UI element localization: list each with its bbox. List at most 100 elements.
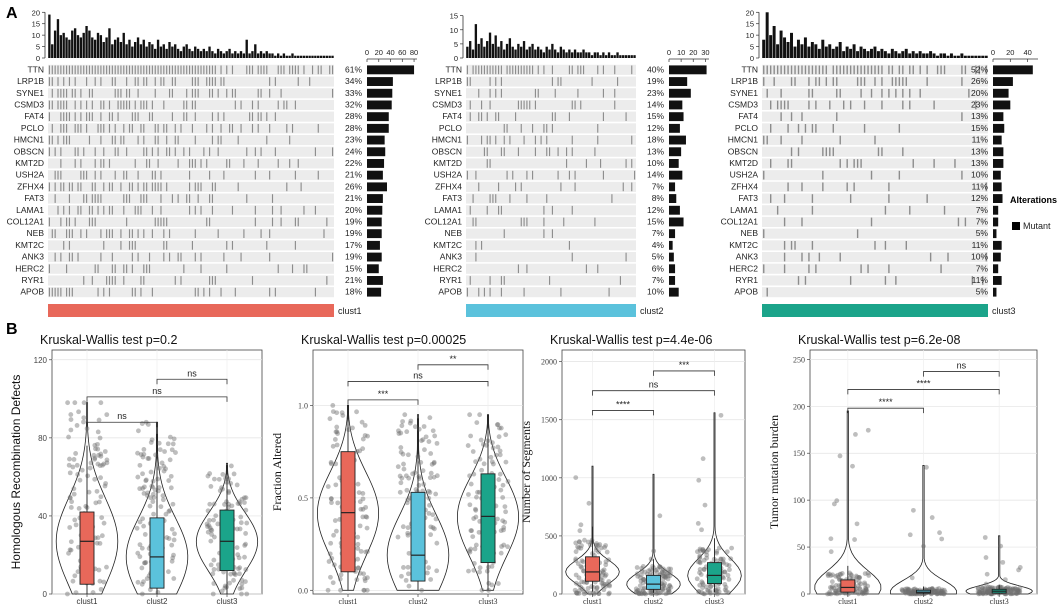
gene-label: COL12A1 bbox=[7, 217, 45, 227]
mutation-cell bbox=[804, 276, 807, 285]
mutation-cell bbox=[166, 147, 168, 157]
mutation-cell bbox=[174, 147, 176, 157]
top-bar bbox=[545, 46, 548, 58]
data-point bbox=[141, 490, 147, 496]
mutation-cell bbox=[83, 147, 85, 157]
mutation-cell bbox=[143, 65, 145, 75]
data-point bbox=[327, 416, 333, 422]
mutation-cell bbox=[489, 276, 491, 285]
significance-bracket bbox=[347, 399, 419, 405]
data-point bbox=[164, 535, 170, 540]
data-point bbox=[596, 591, 602, 597]
data-point bbox=[863, 587, 869, 592]
data-point bbox=[208, 562, 214, 568]
data-point bbox=[903, 590, 908, 596]
mutation-cell bbox=[249, 112, 251, 121]
mutation-cell bbox=[489, 65, 491, 75]
percent-label: 13% bbox=[971, 111, 988, 121]
mutation-cell bbox=[822, 170, 824, 180]
mutation-cell bbox=[943, 65, 946, 75]
mutation-cell bbox=[54, 170, 56, 180]
mutation-cell bbox=[166, 241, 168, 250]
side-tick-label: 20 bbox=[375, 48, 383, 57]
mutation-cell bbox=[108, 205, 111, 215]
matrix-row bbox=[762, 193, 988, 204]
mutation-cell bbox=[526, 264, 528, 274]
data-point bbox=[639, 568, 645, 574]
data-point bbox=[97, 435, 103, 441]
mutation-cell bbox=[234, 287, 236, 297]
percent-label: 11% bbox=[972, 240, 989, 250]
data-point bbox=[68, 505, 74, 510]
mutation-cell bbox=[94, 77, 96, 86]
mutation-cell bbox=[194, 252, 196, 262]
gene-label: HMCN1 bbox=[432, 135, 462, 145]
mutation-cell bbox=[166, 65, 168, 75]
mutation-cell bbox=[808, 65, 810, 75]
mutation-cell bbox=[787, 159, 789, 168]
mutation-cell bbox=[534, 88, 536, 98]
data-point bbox=[226, 476, 232, 482]
data-point bbox=[206, 517, 212, 523]
mutation-cell bbox=[489, 135, 491, 145]
data-point bbox=[573, 572, 579, 578]
matrix-row bbox=[762, 275, 988, 286]
mutation-cell bbox=[151, 182, 153, 192]
gene-label: SYNE1 bbox=[434, 88, 462, 98]
gene-freq-bar bbox=[669, 170, 683, 180]
data-point bbox=[77, 477, 83, 483]
data-point bbox=[836, 576, 842, 582]
mutation-cell bbox=[291, 65, 294, 75]
data-point bbox=[142, 560, 148, 566]
data-point bbox=[573, 580, 579, 586]
data-point bbox=[405, 564, 411, 570]
mutation-cell bbox=[128, 182, 131, 192]
data-point bbox=[401, 461, 406, 467]
data-point bbox=[826, 591, 832, 597]
mutation-cell bbox=[54, 65, 56, 75]
data-point bbox=[1012, 586, 1018, 592]
data-point bbox=[829, 584, 835, 589]
top-bar bbox=[308, 55, 311, 58]
gene-freq-bar bbox=[993, 229, 997, 239]
mutation-cell bbox=[954, 159, 956, 168]
mutation-cell bbox=[151, 205, 153, 215]
data-point bbox=[696, 477, 702, 483]
data-point bbox=[430, 512, 436, 518]
percent-label: 61% bbox=[345, 64, 362, 74]
gene-freq-bar bbox=[367, 170, 383, 180]
mutation-cell bbox=[263, 65, 265, 75]
mutation-cell bbox=[63, 100, 65, 110]
top-bar bbox=[974, 55, 978, 58]
data-point bbox=[138, 452, 144, 457]
mutation-cell bbox=[166, 182, 168, 192]
mutation-cell bbox=[97, 194, 99, 203]
data-point bbox=[1005, 585, 1011, 590]
mutation-cell bbox=[614, 88, 616, 98]
mutation-cell bbox=[214, 276, 216, 285]
data-point bbox=[596, 549, 601, 555]
data-point bbox=[400, 451, 406, 457]
top-bar bbox=[568, 49, 571, 58]
mutation-cell bbox=[200, 205, 202, 215]
percent-label: 14% bbox=[647, 100, 664, 110]
mutation-cell bbox=[171, 88, 173, 98]
data-point bbox=[91, 452, 97, 458]
percent-label: 5% bbox=[976, 287, 989, 297]
data-point bbox=[431, 526, 437, 532]
top-bar bbox=[56, 19, 60, 58]
data-point bbox=[825, 571, 831, 577]
data-point bbox=[713, 590, 719, 596]
cluster-bar-clust2 bbox=[466, 304, 636, 317]
top-bar bbox=[185, 44, 188, 58]
data-point bbox=[426, 439, 432, 444]
mutation-cell bbox=[902, 88, 904, 98]
mutation-cell bbox=[769, 194, 772, 203]
data-point bbox=[243, 541, 248, 547]
cluster-label: clust3 bbox=[992, 306, 1016, 316]
data-point bbox=[95, 446, 101, 452]
mutation-cell bbox=[211, 135, 214, 145]
mutation-cell bbox=[961, 112, 963, 121]
mutation-cell bbox=[60, 170, 62, 180]
mutation-cell bbox=[843, 100, 845, 110]
